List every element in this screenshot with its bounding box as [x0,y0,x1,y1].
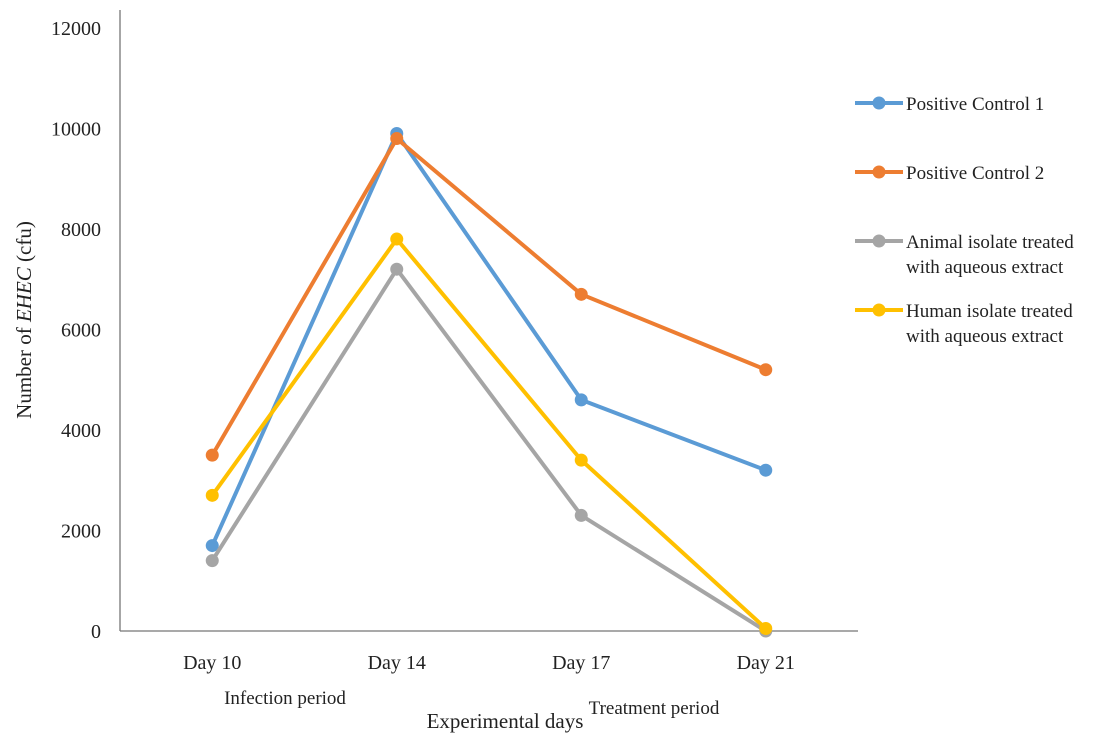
x-tick-labels: Day 10 Day 14 Day 17 Day 21 [183,652,795,674]
y-tick-label: 2000 [61,521,101,543]
infection-period-annotation: Infection period [224,688,346,709]
legend-label: Human isolate treated [906,301,1073,322]
data-point [205,448,219,462]
legend-label: with aqueous extract [906,257,1064,278]
y-tick-labels: 0 2000 4000 6000 8000 10000 12000 [51,18,101,643]
data-point [574,393,588,407]
legend: Positive Control 1 Positive Control 2 Anim… [855,94,1074,347]
data-point [759,621,773,635]
y-tick-label: 10000 [51,119,101,141]
treatment-period-annotation: Treatment period [589,698,720,719]
legend-swatch-marker [872,165,886,179]
legend-swatch-marker [872,303,886,317]
y-tick-label: 12000 [51,18,101,40]
x-tick-label: Day 21 [737,652,795,674]
data-point [574,508,588,522]
series-group [205,132,773,462]
x-tick-label: Day 10 [183,652,241,674]
x-axis-title: Experimental days [427,709,584,733]
legend-label: Positive Control 1 [906,94,1044,115]
data-point [574,453,588,467]
y-axis-title-prefix: Number of [12,322,36,419]
legend-swatch-marker [872,96,886,110]
data-point [759,463,773,477]
data-point [390,132,404,146]
y-tick-label: 0 [91,621,101,643]
y-tick-label: 6000 [61,320,101,342]
series-line [210,237,768,631]
y-axis-title-italic: EHEC [12,266,36,323]
legend-item: Positive Control 1 [855,94,1044,115]
legend-item: Animal isolate treated with aqueous extra… [855,232,1074,278]
y-axis-title-suffix: (cfu) [12,221,36,267]
legend-label: Animal isolate treated [906,232,1074,253]
y-tick-label: 4000 [61,420,101,442]
legend-swatch-marker [872,234,886,248]
data-point [390,232,404,246]
series-lines [205,127,773,638]
series-group [205,232,773,635]
data-point [759,363,773,377]
data-point [574,287,588,301]
data-point [205,488,219,502]
axes [119,10,858,632]
legend-item: Human isolate treated with aqueous extrac… [855,301,1073,347]
y-tick-label: 8000 [61,219,101,241]
x-tick-label: Day 17 [552,652,610,674]
legend-label: Positive Control 2 [906,163,1044,184]
data-point [205,539,219,553]
x-tick-label: Day 14 [368,652,426,674]
series-line [210,136,768,458]
series-line [210,131,768,548]
legend-item: Positive Control 2 [855,163,1044,184]
data-point [390,262,404,276]
y-axis-title: Number of EHEC (cfu) [12,221,36,419]
legend-label: with aqueous extract [906,326,1064,347]
data-point [205,554,219,568]
series-line [210,267,768,633]
